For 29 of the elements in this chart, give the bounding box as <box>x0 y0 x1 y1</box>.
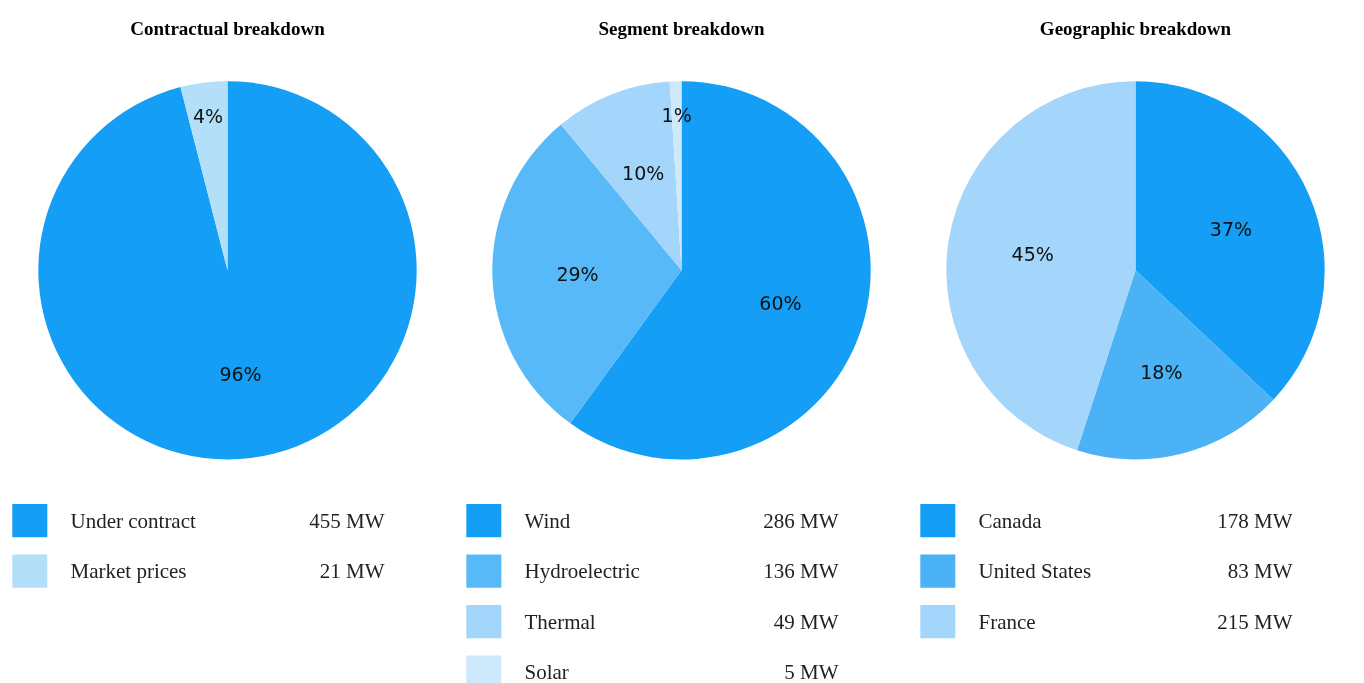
text: 49 MW <box>773 609 839 634</box>
chart-title: Segment breakdown <box>598 18 765 39</box>
legend-label: Market prices <box>70 559 187 583</box>
legend-label: Hydroelectric <box>524 559 640 583</box>
legend-label: Canada <box>978 508 1043 533</box>
text: 215 MW <box>1217 609 1293 634</box>
legend-label: Thermal <box>524 609 596 634</box>
slice-label: Wind <box>524 508 571 533</box>
legend-label: Under contract <box>70 508 197 533</box>
text: 83 MW <box>1227 559 1293 583</box>
text: 5 MW <box>784 660 839 683</box>
slice-label: France <box>978 609 1036 634</box>
data-label: 29% <box>556 262 599 285</box>
data-label: 18% <box>1140 360 1183 383</box>
data-label: 10% <box>622 162 665 185</box>
text: 286 MW <box>763 508 839 533</box>
text: 178 MW <box>1217 508 1293 533</box>
data-label: 60% <box>759 291 802 314</box>
data-label: 96% <box>219 362 262 385</box>
data-label: 45% <box>1011 242 1054 265</box>
data-label: 37% <box>1209 217 1253 240</box>
data-label: 4% <box>192 104 224 127</box>
legend-label: Solar <box>524 660 569 683</box>
slice-label: United States <box>978 559 1092 583</box>
text: 21 MW <box>319 559 385 583</box>
chart-title: Geographic breakdown <box>1039 18 1232 39</box>
text: 455 MW <box>309 508 385 533</box>
chart-title: Contractual breakdown <box>130 18 326 39</box>
text: 136 MW <box>763 559 839 583</box>
